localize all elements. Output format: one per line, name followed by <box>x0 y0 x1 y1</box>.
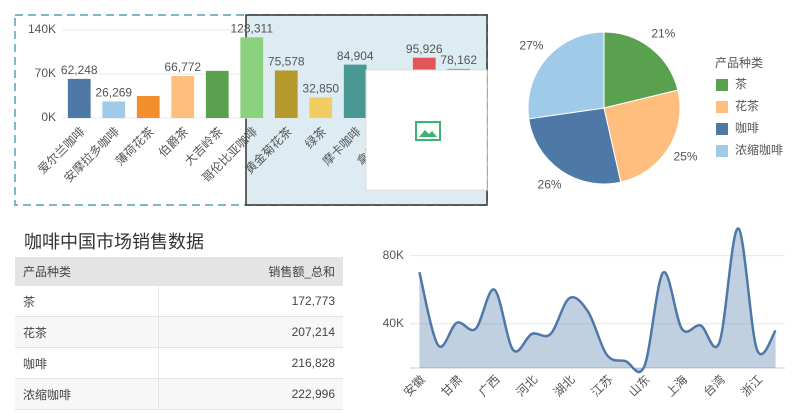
x-tick-label: 甘肃 <box>438 372 465 399</box>
table: 产品种类 销售额_总和茶 172,773 花茶 207,214 咖啡 216,828 浓缩咖啡… <box>15 257 343 410</box>
table-cell: 207,214 <box>157 316 343 348</box>
legend-swatch <box>716 123 728 135</box>
value-label: 128,311 <box>231 22 274 36</box>
legend-label: 浓缩咖啡 <box>735 142 783 157</box>
bar <box>136 96 160 118</box>
pie-slice <box>528 107 622 185</box>
x-tick-label: 广西 <box>476 372 503 399</box>
area <box>419 228 776 373</box>
x-tick-label: 安徽 <box>400 372 428 400</box>
value-label: 75,578 <box>268 55 305 69</box>
pie-slice <box>527 31 605 120</box>
bar <box>67 78 91 118</box>
value-label: 78,162 <box>440 53 477 67</box>
table-cell: 花茶 <box>15 316 159 348</box>
bar <box>274 70 298 118</box>
y-tick-label: 70K <box>35 66 56 80</box>
bar <box>309 97 333 118</box>
pie-slice <box>603 89 681 183</box>
legend-label: 茶 <box>735 76 747 91</box>
legend-label: 咖啡 <box>735 120 759 135</box>
value-label: 62,248 <box>61 63 98 77</box>
bar <box>171 76 195 118</box>
image-placeholder <box>365 69 488 191</box>
x-tick-label: 江苏 <box>588 372 615 399</box>
table-cell: 216,828 <box>157 347 343 379</box>
table-row: 浓缩咖啡 222,996 <box>15 378 343 410</box>
legend-label: 花茶 <box>735 98 759 113</box>
table-cell: 172,773 <box>157 285 343 317</box>
value-label: 95,926 <box>406 42 443 56</box>
header-cell: 产品种类 <box>15 257 159 286</box>
line <box>418 227 777 374</box>
y-tick-label: 0K <box>41 110 56 124</box>
x-tick-label: 上海 <box>663 372 691 400</box>
table-cell: 222,996 <box>157 378 343 410</box>
x-tick-label: 湖北 <box>550 372 578 400</box>
legend-swatch <box>716 145 728 157</box>
table-row: 咖啡 216,828 <box>15 347 343 379</box>
bar <box>240 37 264 119</box>
x-tick-label: 薄荷花茶 <box>112 124 157 169</box>
legend-swatch <box>716 79 728 91</box>
y-tick-label: 40K <box>383 316 404 330</box>
image-icon <box>415 121 441 141</box>
value-label: 66,772 <box>164 60 201 74</box>
x-tick-label: 山东 <box>626 372 653 399</box>
pie-slice <box>603 31 679 109</box>
table-row: 花茶 207,214 <box>15 316 343 348</box>
y-tick-label: 80K <box>383 248 404 262</box>
slice-label: 25% <box>674 150 698 164</box>
legend-swatch <box>716 101 728 113</box>
image-icon <box>419 130 437 137</box>
y-tick-label: 140K <box>28 22 56 36</box>
value-label: 32,850 <box>302 82 339 96</box>
bar <box>102 101 126 118</box>
table-cell: 茶 <box>15 285 159 317</box>
x-tick-label: 浙江 <box>738 372 765 399</box>
table-cell: 浓缩咖啡 <box>15 378 159 410</box>
table-header: 产品种类 销售额_总和 <box>15 257 343 286</box>
header-cell: 销售额_总和 <box>157 257 343 286</box>
value-label: 84,904 <box>337 49 374 63</box>
table-cell: 咖啡 <box>15 347 159 379</box>
bar <box>205 70 229 118</box>
slice-label: 21% <box>651 26 675 40</box>
slice-label: 27% <box>519 39 543 53</box>
table-row: 茶 172,773 <box>15 285 343 317</box>
slice-label: 26% <box>538 178 562 192</box>
bar <box>343 64 367 118</box>
x-tick-label: 台湾 <box>700 372 728 400</box>
legend-title: 产品种类 <box>715 56 763 70</box>
x-tick-label: 河北 <box>513 372 540 399</box>
table-title: 咖啡中国市场销售数据 <box>24 232 204 252</box>
value-label: 26,269 <box>95 86 132 100</box>
